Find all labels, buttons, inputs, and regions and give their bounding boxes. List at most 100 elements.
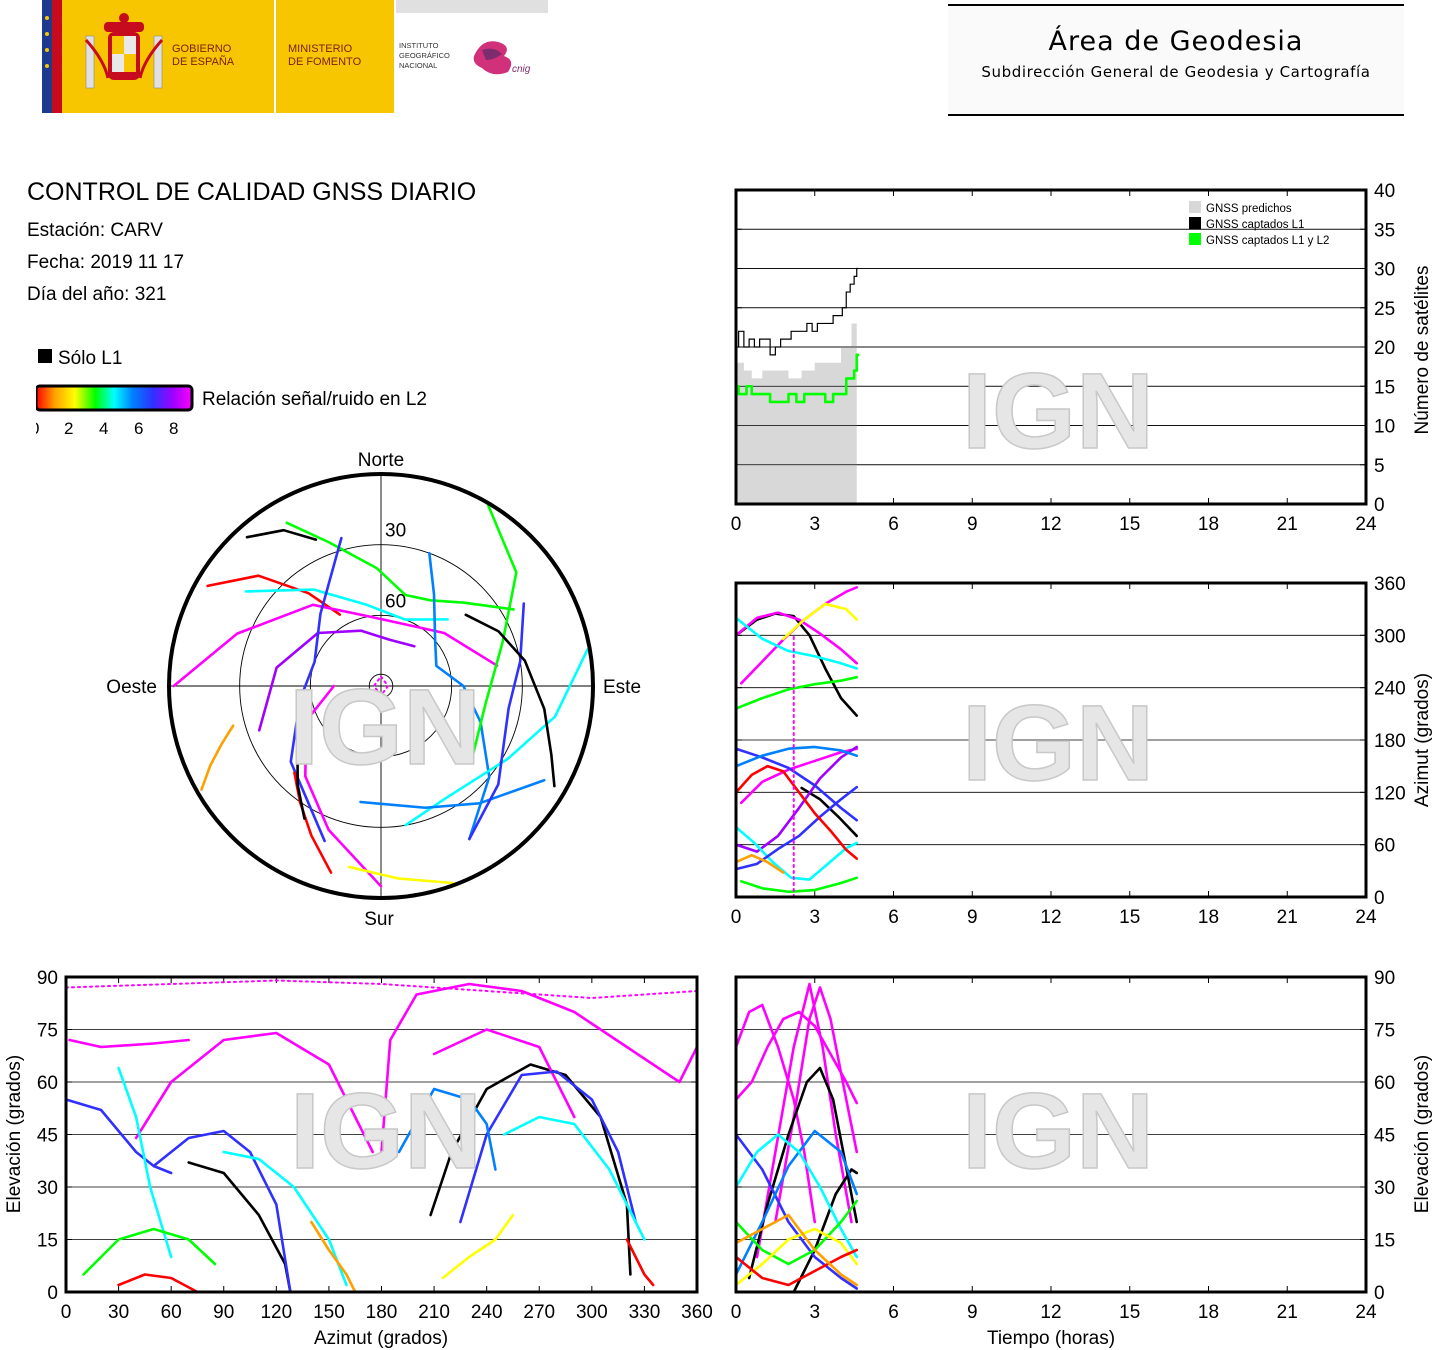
x-tick-label: 30 bbox=[108, 1302, 129, 1323]
azimuth-track bbox=[734, 745, 859, 768]
y-tick-label: 75 bbox=[1374, 1021, 1395, 1042]
x-tick-label: 24 bbox=[1355, 514, 1377, 535]
y-tick-label: 15 bbox=[37, 1231, 58, 1252]
azimuth-track bbox=[734, 764, 859, 860]
skyplot-panel: 30 60 Norte Sur Este Oeste bbox=[106, 450, 641, 930]
elevation-track bbox=[502, 1115, 646, 1241]
area-title: Área de Geodesia bbox=[1048, 26, 1304, 57]
l1-series bbox=[736, 267, 859, 356]
instituto-line-3: NACIONAL bbox=[399, 61, 437, 70]
x-tick-label: 90 bbox=[213, 1302, 234, 1323]
north-label: Norte bbox=[358, 450, 404, 471]
x-tick-label: 0 bbox=[731, 1302, 742, 1323]
elevation-time-track bbox=[734, 1003, 817, 1224]
elevation-track bbox=[310, 1220, 357, 1294]
x-tick-label: 0 bbox=[61, 1302, 72, 1323]
ministerio-panel bbox=[276, 0, 394, 113]
sky-track bbox=[245, 528, 318, 541]
ring-label: 60 bbox=[385, 591, 406, 612]
x-tick-label: 18 bbox=[1198, 1302, 1219, 1323]
x-tick-label: 330 bbox=[629, 1302, 661, 1323]
y-tick-label: 40 bbox=[1374, 181, 1395, 202]
sky-track bbox=[464, 613, 556, 788]
snr-tick: 2 bbox=[64, 419, 73, 438]
legend-swatch bbox=[1189, 233, 1201, 245]
elevation-track bbox=[380, 982, 699, 1154]
y-tick-label: 180 bbox=[1374, 731, 1406, 752]
x-tick-label: 21 bbox=[1277, 1302, 1298, 1323]
satellite-count-panel: 0 5 10 15 20 25 30 35 40 0 3 6 9 12 15 18 21 24 GNSS predi… bbox=[731, 181, 1395, 535]
elevation-track bbox=[134, 1031, 375, 1154]
azimuth-track bbox=[734, 616, 859, 670]
elevation-time-track bbox=[734, 1010, 859, 1105]
sky-track bbox=[172, 603, 499, 688]
x-tick-label: 9 bbox=[967, 907, 978, 928]
y-tick-label: 30 bbox=[37, 1178, 58, 1199]
instituto-line-2: GEOGRÁFICO bbox=[399, 51, 450, 60]
elevation-time-panel: 0 15 30 45 60 75 90 0 3 6 9 12 15 18 21 24 bbox=[731, 968, 1395, 1323]
ring-label: 30 bbox=[385, 521, 406, 542]
station-label: Estación: CARV bbox=[27, 220, 163, 241]
elevation-time-track bbox=[734, 1248, 859, 1287]
y-tick-label: 25 bbox=[1374, 299, 1395, 320]
report-info: CONTROL DE CALIDAD GNSS DIARIO Estación:… bbox=[27, 178, 476, 311]
x-tick-label: 9 bbox=[967, 514, 978, 535]
y-tick-label: 15 bbox=[1374, 377, 1395, 398]
legend-label: GNSS captados L1 bbox=[1206, 219, 1304, 231]
x-tick-label: 180 bbox=[366, 1302, 398, 1323]
x-tick-label: 270 bbox=[523, 1302, 555, 1323]
x-tick-label: 12 bbox=[1040, 907, 1061, 928]
elevation-track bbox=[64, 1098, 173, 1175]
snr-label: Relación señal/ruido en L2 bbox=[202, 389, 427, 410]
y-tick-label: 10 bbox=[1374, 417, 1395, 438]
elevation-track bbox=[429, 1063, 632, 1276]
x-tick-label: 3 bbox=[809, 1302, 820, 1323]
x-tick-label: 21 bbox=[1277, 514, 1298, 535]
snr-color-bar bbox=[34, 384, 194, 412]
sky-track bbox=[469, 501, 518, 764]
elevation-time-track bbox=[734, 1199, 859, 1266]
x-tick-label: 18 bbox=[1198, 907, 1219, 928]
elevation-track bbox=[117, 1066, 173, 1259]
sky-track bbox=[257, 629, 416, 732]
l1-l2-series bbox=[734, 353, 860, 404]
predicted-area bbox=[736, 315, 857, 504]
y-tick-label: 30 bbox=[1374, 260, 1395, 281]
snr-tick: 8 bbox=[169, 419, 178, 438]
government-logo: GOBIERNO DE ESPAÑA MINISTERIO DE FOMENTO… bbox=[42, 0, 548, 113]
y-tick-label: 45 bbox=[37, 1126, 58, 1147]
x-tick-label: 0 bbox=[731, 907, 742, 928]
x-axis-label: Tiempo (horas) bbox=[987, 1328, 1115, 1349]
elevation-track bbox=[82, 1227, 217, 1276]
y-tick-label: 60 bbox=[1374, 836, 1395, 857]
x-tick-label: 15 bbox=[1119, 1302, 1140, 1323]
x-tick-label: 240 bbox=[471, 1302, 503, 1323]
sky-track bbox=[468, 602, 526, 841]
ign-watermark: IGN bbox=[962, 682, 1154, 803]
plot-frame bbox=[64, 975, 699, 1294]
sky-track bbox=[200, 724, 235, 791]
x-tick-label: 150 bbox=[313, 1302, 345, 1323]
elevation-track bbox=[459, 1070, 637, 1224]
x-tick-label: 360 bbox=[681, 1302, 713, 1323]
gobierno-line-2: DE ESPAÑA bbox=[172, 55, 235, 68]
legend-label: GNSS predichos bbox=[1206, 203, 1292, 215]
ign-watermark: IGN bbox=[962, 1070, 1154, 1191]
azimuth-track bbox=[734, 825, 859, 881]
azimuth-track bbox=[739, 876, 859, 894]
y-tick-label: 30 bbox=[1374, 1178, 1395, 1199]
area-subtitle: Subdirección General de Geodesia y Carto… bbox=[981, 63, 1371, 81]
y-tick-label: 0 bbox=[1374, 888, 1385, 909]
elevation-track bbox=[432, 1028, 576, 1119]
elevation-time-track bbox=[734, 1213, 859, 1287]
area-header: Área de Geodesia Subdirección General de… bbox=[948, 4, 1404, 116]
only-l1-label: Sólo L1 bbox=[58, 348, 122, 369]
snr-tick: 6 bbox=[134, 419, 143, 438]
y-tick-label: 0 bbox=[1374, 495, 1385, 516]
ministerio-line-1: MINISTERIO bbox=[288, 43, 353, 55]
y-tick-label: 35 bbox=[1374, 220, 1395, 241]
azimuth-track bbox=[734, 745, 859, 853]
elevation-azimuth-panel: 0 15 30 45 60 75 90 0 30 60 90 120 150 180 210 240 270 30… bbox=[37, 968, 713, 1323]
x-tick-label: 3 bbox=[809, 514, 820, 535]
sky-track bbox=[428, 551, 491, 841]
